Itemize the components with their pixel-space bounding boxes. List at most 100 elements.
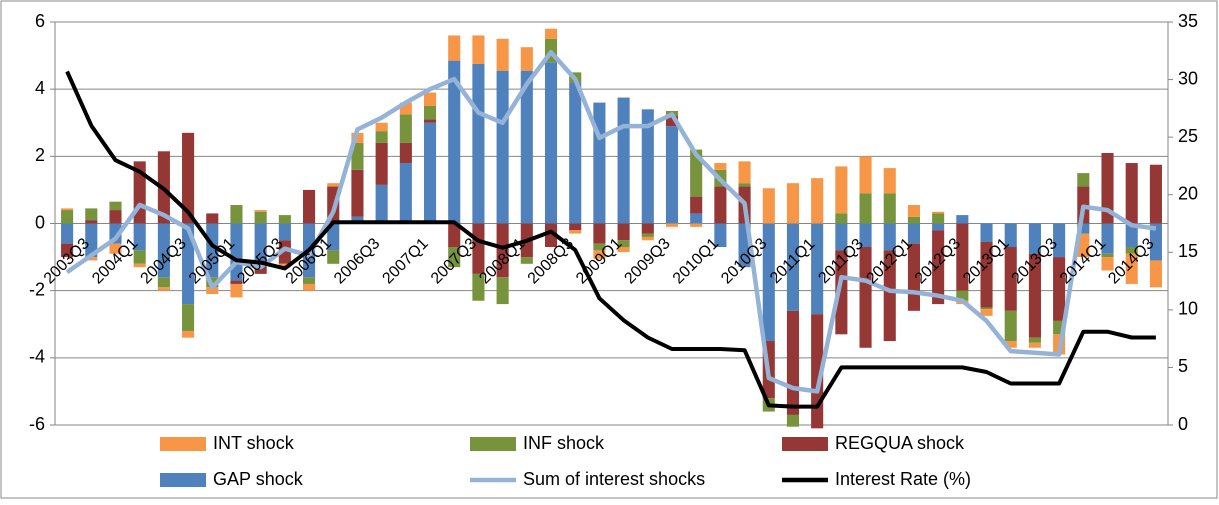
- bar-segment: [617, 97, 630, 224]
- bar-segment: [1004, 310, 1017, 342]
- bar-segment: [786, 310, 800, 415]
- bar-segment: [835, 213, 848, 224]
- bar-segment: [1028, 337, 1041, 343]
- bar-segment: [690, 196, 703, 214]
- bar-segment: [206, 287, 219, 295]
- bar-segment: [835, 250, 848, 335]
- bar-segment: [1053, 223, 1066, 258]
- bar-segment: [762, 188, 775, 224]
- bar-segment: [1077, 173, 1090, 187]
- bar-segment: [472, 63, 485, 224]
- bar-segment: [61, 208, 74, 211]
- bar-segment: [690, 149, 703, 197]
- bar-segment: [85, 223, 98, 258]
- y-tick-label: 0: [35, 212, 45, 232]
- bar-segment: [980, 241, 993, 308]
- bar-segment: [133, 263, 146, 268]
- legend-swatch: [782, 437, 828, 451]
- grid: [55, 21, 1168, 426]
- bar-segment: [835, 223, 848, 251]
- bar-segment: [1101, 257, 1114, 271]
- bar-segment: [690, 223, 703, 227]
- bar-segment: [496, 38, 509, 71]
- bar-segment: [61, 243, 74, 258]
- bar-segment: [980, 307, 993, 310]
- y-tick-label: 4: [35, 78, 45, 98]
- bar-segment: [472, 35, 485, 64]
- bar-segment: [520, 257, 533, 264]
- bar-segment: [665, 126, 679, 224]
- bar-segment: [423, 119, 437, 123]
- bar-segment: [811, 223, 824, 315]
- bar-segment: [61, 210, 74, 224]
- bar-segment: [811, 178, 824, 224]
- bar-segment: [980, 309, 993, 316]
- bar-segment: [448, 35, 461, 61]
- bar-segment: [859, 156, 872, 194]
- bars: [61, 28, 1162, 429]
- bar-segment: [569, 82, 582, 224]
- bar-segment: [1004, 223, 1017, 248]
- bar-segment: [859, 193, 872, 224]
- legend-label: INT shock: [213, 433, 295, 453]
- bar-segment: [133, 223, 146, 251]
- bar-segment: [1149, 164, 1162, 224]
- bar-segment: [327, 250, 340, 264]
- bar-segment: [738, 183, 751, 187]
- y2-tick-label: 25: [1178, 126, 1198, 146]
- bar-segment: [907, 205, 920, 217]
- bar-segment: [1053, 257, 1066, 321]
- bar-segment: [932, 213, 945, 224]
- bar-segment: [593, 102, 606, 224]
- bar-segment: [448, 247, 461, 268]
- bar-segment: [1028, 342, 1041, 348]
- bar-segment: [617, 240, 630, 248]
- bar-segment: [1077, 223, 1090, 234]
- bar-segment: [1028, 223, 1041, 254]
- bar-segment: [230, 205, 243, 224]
- legend-label: REGQUA shock: [835, 433, 965, 453]
- bar-segment: [956, 290, 969, 301]
- bar-segment: [1028, 253, 1041, 338]
- bar-segment: [1077, 233, 1090, 258]
- bar-segment: [423, 105, 437, 120]
- bar-segment: [351, 216, 364, 224]
- y2-tick-label: 15: [1178, 241, 1198, 261]
- bar-segment: [109, 243, 122, 254]
- bar-segment: [448, 223, 461, 248]
- legend-swatch: [470, 437, 516, 451]
- bar-segment: [544, 62, 558, 224]
- bar-segment: [278, 263, 291, 268]
- bar-segment: [738, 161, 751, 184]
- bar-segment: [641, 109, 654, 224]
- bar-segment: [1101, 253, 1114, 258]
- bar-segment: [254, 211, 267, 224]
- bar-segment: [883, 193, 896, 224]
- bar-segment: [617, 247, 630, 253]
- line-series: [65, 49, 1157, 394]
- bar-segment: [1101, 223, 1114, 254]
- bar-segment: [182, 223, 195, 305]
- bar-segment: [1125, 223, 1138, 248]
- bar-segment: [182, 132, 195, 224]
- bar-segment: [907, 216, 920, 224]
- bar-segment: [1125, 253, 1138, 284]
- bar-segment: [835, 166, 848, 214]
- bar-segment: [206, 213, 219, 224]
- bar-segment: [980, 223, 993, 242]
- bar-segment: [109, 201, 122, 211]
- bar-segment: [157, 277, 170, 288]
- bar-segment: [351, 142, 364, 170]
- legend-label: Sum of interest shocks: [523, 469, 705, 489]
- y-tick-label: -4: [29, 347, 45, 367]
- bar-segment: [714, 223, 727, 248]
- y-tick-label: -2: [29, 279, 45, 299]
- bar-segment: [956, 215, 969, 224]
- y2-tick-label: 20: [1178, 183, 1198, 203]
- bar-segment: [1101, 152, 1114, 224]
- bar-segment: [61, 223, 74, 244]
- bar-segment: [883, 168, 896, 194]
- bar-segment: [496, 223, 509, 278]
- legend: INT shock INF shock REGQUA shock GAP shock S…: [160, 433, 971, 489]
